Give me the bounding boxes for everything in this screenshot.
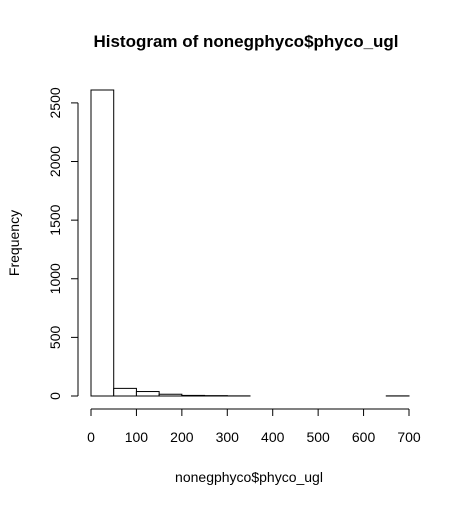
y-tick-label: 1000 <box>47 263 63 294</box>
y-tick-label: 500 <box>47 325 63 349</box>
x-tick-label: 500 <box>306 429 330 445</box>
histogram-bar <box>135 391 160 397</box>
x-tick-label: 0 <box>87 429 95 445</box>
y-tick-label: 0 <box>47 392 63 400</box>
y-axis: 0 500 1000 1500 2000 2500 <box>47 87 79 400</box>
x-axis: 0 100 200 300 400 500 600 700 <box>87 408 421 445</box>
y-axis-label: Frequency <box>6 210 22 276</box>
x-tick-label: 600 <box>352 429 376 445</box>
chart-title: Histogram of nonegphyco$phyco_ugl <box>93 32 398 51</box>
y-tick-label: 1500 <box>47 204 63 235</box>
x-axis-label: nonegphyco$phyco_ugl <box>175 469 323 485</box>
x-tick-label: 200 <box>170 429 194 445</box>
histogram-bar <box>113 387 137 397</box>
histogram-bar <box>181 394 206 397</box>
x-tick-label: 100 <box>125 429 149 445</box>
y-tick-label: 2500 <box>47 87 63 118</box>
y-tick-label: 2000 <box>47 146 63 177</box>
x-tick-label: 700 <box>397 429 421 445</box>
histogram-bar <box>90 89 115 397</box>
bars-group <box>90 89 410 397</box>
x-tick-label: 400 <box>261 429 285 445</box>
histogram-bar <box>158 393 183 397</box>
x-tick-label: 300 <box>216 429 240 445</box>
